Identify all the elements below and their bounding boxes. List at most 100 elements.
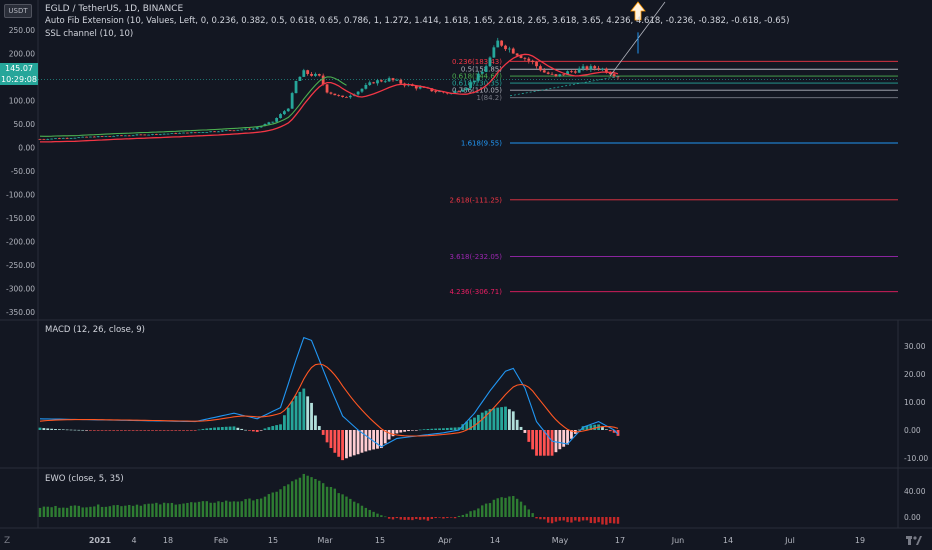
timezone-icon[interactable]: Z [4,536,11,546]
macd-histogram-bar [333,430,337,453]
candle-body [570,71,573,73]
macd-histogram-bar [364,430,368,452]
macd-histogram-bar [341,430,344,461]
ewo-bar [166,503,170,517]
candle-body [306,70,310,74]
ewo-bar [244,499,247,517]
candle-body [337,95,341,96]
time-axis-label: May [552,536,569,545]
candle-body [539,66,542,71]
candle-body [562,74,566,76]
ewo-bar [562,517,565,521]
ewo-bar [89,506,92,517]
macd-histogram-bar [197,429,201,431]
ewo-bar [65,507,69,517]
macd-histogram-bar [275,425,279,430]
macd-histogram-bar [123,430,127,431]
macd-axis-label: 10.00 [904,398,926,407]
symbol-legend[interactable]: EGLD / TetherUS, 1D, BINANCE [45,4,184,14]
macd-legend[interactable]: MACD (12, 26, close, 9) [45,325,145,335]
candle-body [531,60,535,63]
candle-body [492,47,496,58]
time-axis-label: 19 [855,536,865,545]
price-axis-label: 250.00 [9,26,35,35]
macd-histogram-bar [566,430,569,445]
macd-histogram-bar [480,412,484,430]
macd-histogram-bar [298,391,302,430]
price-axis-label: -50.00 [11,167,35,176]
macd-histogram-bar [92,430,96,431]
candle-body [379,80,383,82]
currency-badge[interactable]: USDT [4,4,32,18]
macd-histogram-bar [69,429,73,431]
macd-histogram-bar [449,427,453,430]
candle-body [542,70,546,73]
candle-body [348,95,352,98]
ewo-bar [449,517,453,518]
candle-body [108,136,112,137]
candle-body [201,132,205,134]
macd-histogram-bar [248,430,251,431]
macd-histogram-bar [220,426,224,430]
ewo-bar [391,517,395,520]
ssl-down-line [40,53,619,143]
macd-histogram-bar [546,430,550,456]
candle-body [554,74,558,77]
price-axis-label: 100.00 [9,97,35,106]
candle-body [193,132,197,134]
candle-body [271,121,275,123]
price-axis-label: -250.00 [6,261,35,270]
ewo-bar [523,505,527,517]
candle-body [504,45,507,50]
candle-body [395,79,399,81]
ewo-bar [283,486,286,517]
ewo-bar [574,517,577,521]
macd-histogram-bar [352,430,356,456]
macd-histogram-bar [162,430,166,431]
time-axis-label: 14 [723,536,733,545]
time-axis-label: Jul [784,536,795,545]
macd-histogram-bar [147,430,151,431]
candle-body [457,91,461,92]
macd-histogram-bar [50,428,54,430]
ewo-bar [589,517,593,523]
ewo-legend[interactable]: EWO (close, 5, 35) [45,474,124,484]
candle-body [65,137,69,139]
macd-histogram-bar [57,429,61,430]
candle-body [248,128,251,130]
last-price-tag: 145.07 10:29:08 [0,63,38,85]
candle-body [383,81,387,83]
candle-body [317,74,321,76]
candle-body [50,138,54,140]
macd-histogram-bar [108,430,112,431]
ewo-bar [360,505,364,517]
macd-histogram-bar [286,407,290,430]
candle-body [418,87,422,89]
macd-histogram-bar [321,430,325,435]
macd-histogram-bar [562,430,566,447]
candle-body [96,136,100,138]
candle-body [38,139,42,140]
candle-body [341,95,344,97]
candle-body [496,40,500,48]
ewo-bar [566,517,569,523]
ewo-bar [453,517,457,519]
macd-histogram-bar [453,427,457,430]
macd-histogram-bar [228,426,232,430]
macd-histogram-bar [85,430,88,431]
macd-histogram-bar [604,429,608,430]
ewo-bar [465,513,468,517]
ewo-bar [197,501,201,517]
ssl-indicator-legend[interactable]: SSL channel (10, 10) [45,29,134,39]
candle-body [147,134,151,136]
candle-body [100,136,104,138]
fib-level-label: 3.618(-232.05) [449,253,502,261]
ewo-bar [298,477,302,517]
macd-histogram-bar [174,430,178,431]
ewo-bar [170,502,174,517]
macd-axis-label: -10.00 [904,454,928,463]
ewo-bar [162,502,166,517]
fib-indicator-legend[interactable]: Auto Fib Extension (10, Values, Left, 0,… [45,16,790,26]
price-axis-label: -350.00 [6,308,35,317]
